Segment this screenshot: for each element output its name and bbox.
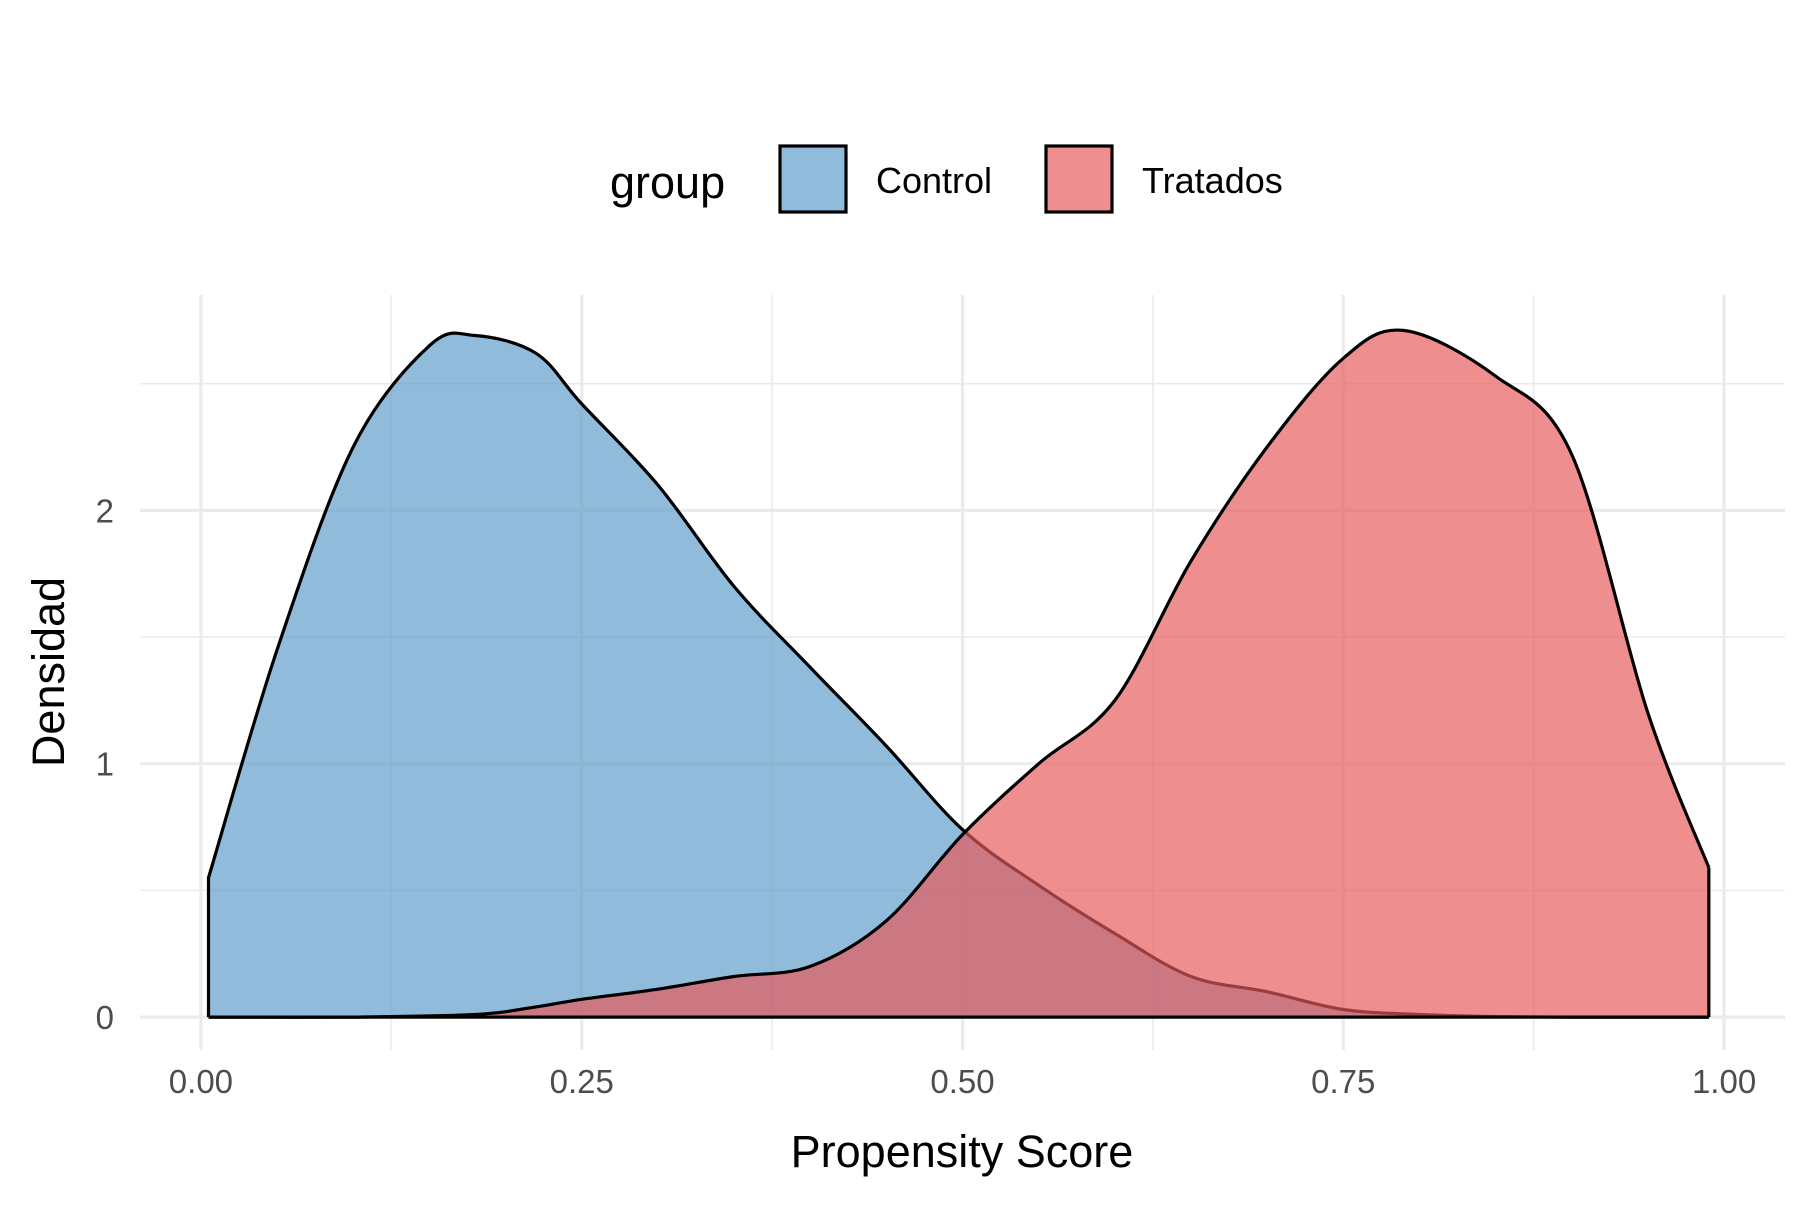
x-tick-label: 0.25 <box>550 1063 614 1100</box>
legend-key-tratados <box>1044 144 1114 214</box>
density-area-tratados <box>208 330 1709 1018</box>
x-axis-ticks: 0.00 0.25 0.50 0.75 1.00 <box>169 1063 1756 1100</box>
legend-label-control: Control <box>876 160 992 201</box>
legend-label-tratados: Tratados <box>1142 160 1283 201</box>
x-tick-label: 1.00 <box>1692 1063 1756 1100</box>
y-axis-title: Densidad <box>23 577 74 767</box>
x-axis-title: Propensity Score <box>791 1126 1134 1177</box>
y-tick-label: 1 <box>96 746 114 783</box>
density-area-control <box>208 333 1709 1018</box>
y-tick-label: 2 <box>96 492 114 529</box>
legend: group Control Tratados <box>610 144 1283 214</box>
density-outline-tratados <box>208 328 1711 1019</box>
x-tick-label: 0.00 <box>169 1063 233 1100</box>
x-tick-label: 0.75 <box>1311 1063 1375 1100</box>
density-areas <box>206 328 1711 1019</box>
y-axis-ticks: 0 1 2 <box>96 492 114 1036</box>
legend-key-control <box>778 144 848 214</box>
legend-item-tratados: Tratados <box>1044 144 1283 214</box>
y-tick-label: 0 <box>96 999 114 1036</box>
x-tick-label: 0.50 <box>930 1063 994 1100</box>
legend-item-control: Control <box>778 144 992 214</box>
legend-title: group <box>610 157 725 208</box>
